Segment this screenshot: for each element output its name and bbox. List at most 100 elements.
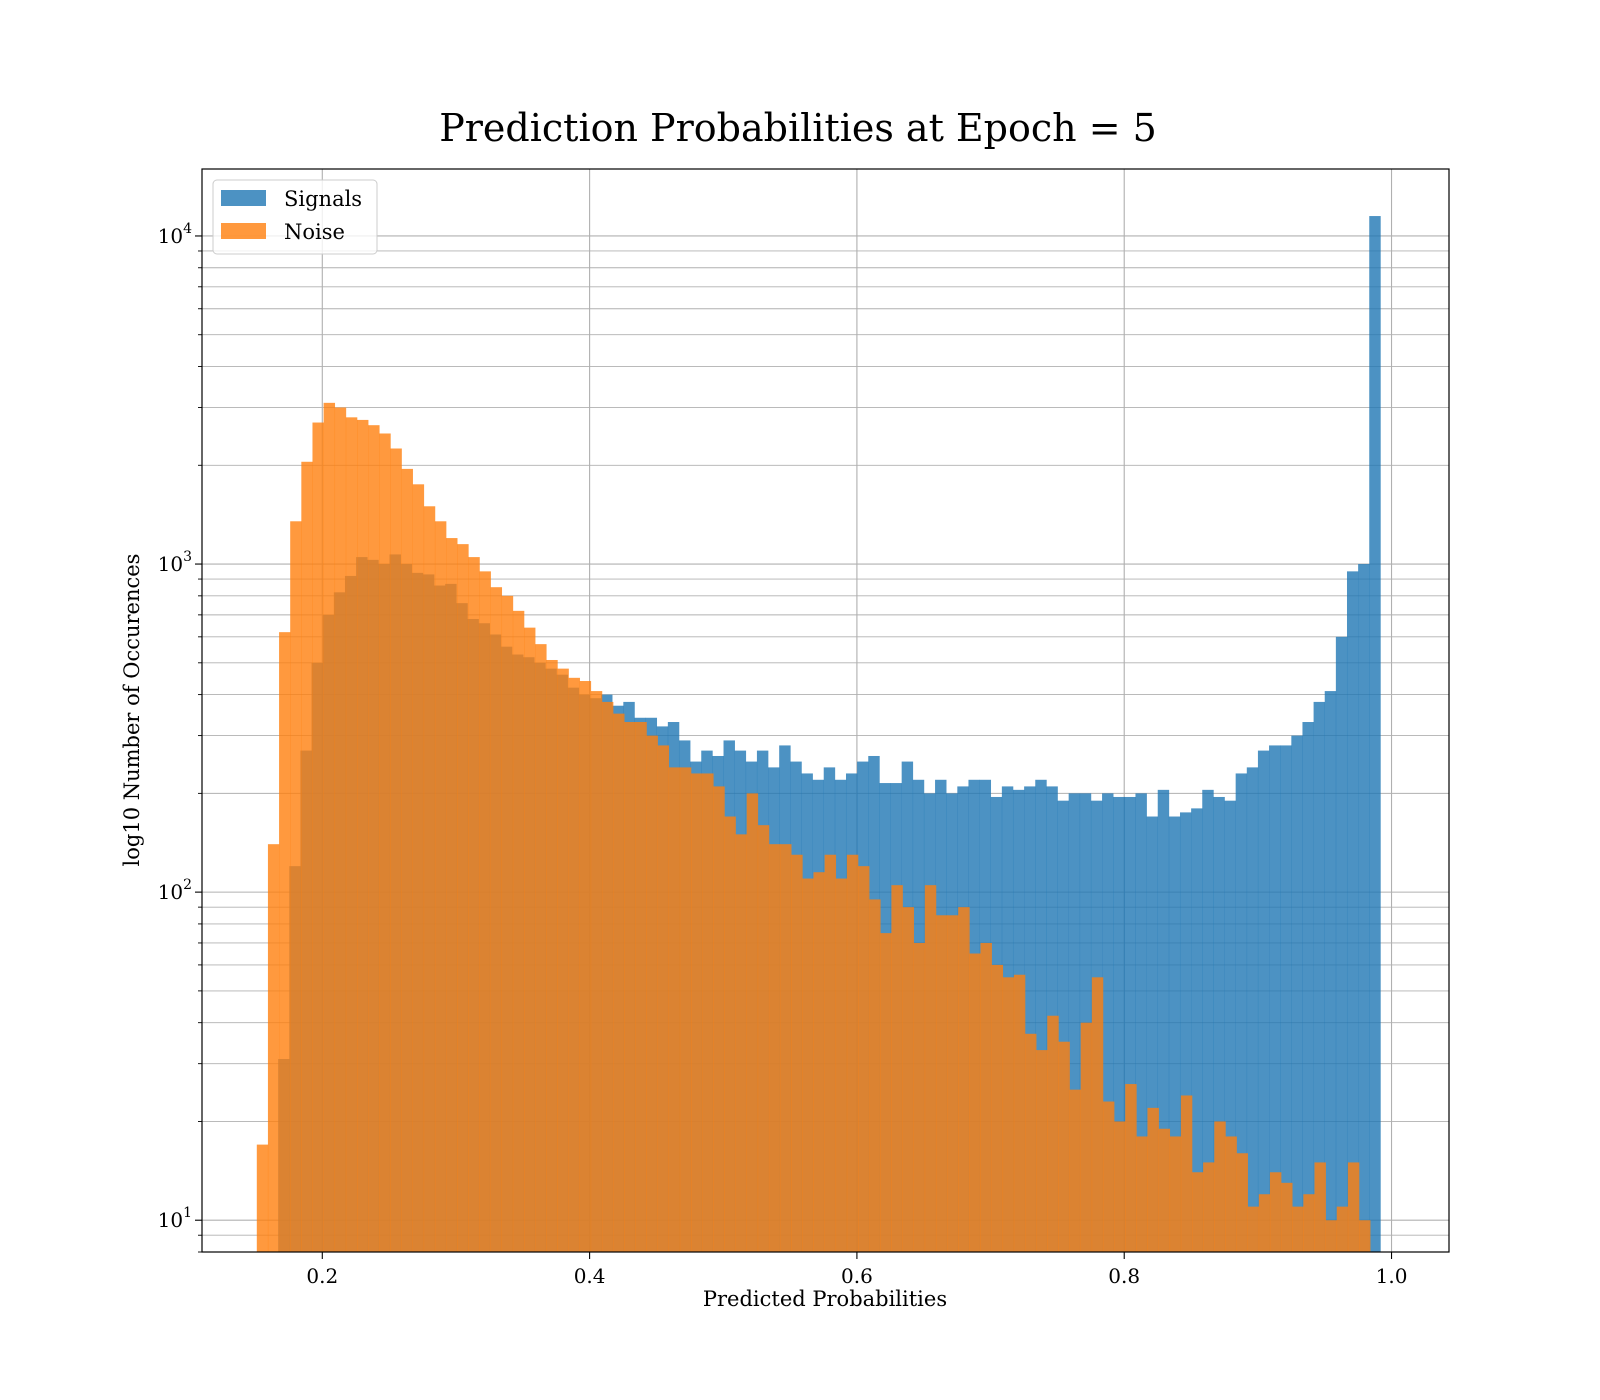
- noise-bar: [958, 907, 970, 1252]
- signals-bar: [1291, 735, 1303, 1252]
- noise-bar: [1325, 1220, 1338, 1252]
- noise-bar: [1069, 1089, 1081, 1252]
- noise-bar: [824, 854, 837, 1252]
- signals-bar: [1246, 767, 1259, 1252]
- chart-title: Prediction Probabilities at Epoch = 5: [439, 106, 1157, 150]
- noise-bar: [1002, 977, 1015, 1252]
- noise-bar: [590, 691, 603, 1252]
- signals-bar: [1213, 796, 1225, 1252]
- noise-bar: [1091, 977, 1104, 1252]
- noise-bar: [679, 767, 692, 1252]
- signals-bar: [1124, 796, 1136, 1252]
- signals-bar: [1068, 793, 1081, 1252]
- noise-bar: [368, 425, 380, 1252]
- signals-bar: [1224, 800, 1236, 1252]
- signals-bar: [1102, 793, 1114, 1252]
- noise-bar: [746, 793, 759, 1252]
- plot-frame: [201, 168, 1450, 1253]
- noise-bar: [312, 422, 324, 1252]
- noise-bar: [446, 538, 458, 1252]
- noise-bar: [635, 722, 647, 1252]
- noise-bar: [557, 668, 569, 1252]
- noise-bar: [891, 885, 903, 1252]
- y-tick-label: 103: [158, 549, 192, 576]
- noise-bar: [869, 899, 881, 1252]
- noise-bar: [1347, 1162, 1360, 1252]
- noise-bar: [390, 448, 402, 1252]
- noise-bar: [724, 816, 736, 1252]
- signals-bar: [1335, 636, 1348, 1252]
- legend-label-signals: Signals: [284, 187, 362, 211]
- noise-bar: [1036, 1050, 1048, 1252]
- signals-bar: [1235, 773, 1248, 1252]
- x-tick-label: 0.4: [574, 1264, 606, 1288]
- signals-bar: [1358, 564, 1370, 1252]
- noise-bar: [1114, 1121, 1126, 1252]
- noise-bar: [279, 632, 291, 1252]
- noise-bar: [969, 953, 981, 1252]
- noise-bar: [267, 844, 280, 1252]
- x-axis-label: Predicted Probabilities: [703, 1287, 947, 1311]
- noise-bar: [768, 844, 781, 1252]
- noise-bar: [702, 773, 714, 1252]
- noise-bar: [1180, 1095, 1193, 1252]
- plot-area: 0.2 0.4 0.6 0.8 1.0 101 102 103 104: [158, 168, 1450, 1288]
- noise-bar: [1025, 1033, 1037, 1252]
- signals-bar: [1157, 789, 1170, 1252]
- noise-bar: [568, 677, 580, 1252]
- x-tick-label: 0.2: [306, 1264, 338, 1288]
- signals-bar: [1113, 796, 1125, 1252]
- noise-bar: [1336, 1206, 1349, 1252]
- y-tick-label: 101: [158, 1205, 192, 1232]
- signals-bar: [1024, 786, 1036, 1252]
- signals-bar: [1146, 816, 1159, 1252]
- noise-bar: [991, 964, 1004, 1252]
- noise-bar: [947, 915, 959, 1252]
- noise-bar: [256, 1144, 269, 1252]
- noise-bar: [646, 735, 658, 1252]
- noise-bar: [412, 484, 425, 1252]
- signals-bar: [1191, 808, 1203, 1252]
- y-axis-ticks: 101 102 103 104: [158, 221, 202, 1253]
- noise-bar: [913, 942, 926, 1252]
- noise-bar: [1102, 1101, 1115, 1252]
- noise-bar: [1247, 1206, 1260, 1252]
- noise-bar: [657, 745, 670, 1252]
- signals-bar: [1269, 745, 1281, 1252]
- noise-bar: [401, 468, 413, 1252]
- noise-bar: [624, 722, 636, 1252]
- noise-bar: [757, 825, 770, 1252]
- signals-bar: [1280, 745, 1292, 1252]
- signals-bar: [1035, 779, 1047, 1252]
- noise-bar: [546, 659, 558, 1252]
- noise-bar: [290, 521, 302, 1252]
- x-axis-ticks: 0.2 0.4 0.6 0.8 1.0: [306, 1252, 1407, 1288]
- legend-swatch-signals: [221, 190, 266, 206]
- noise-bar: [1136, 1136, 1148, 1252]
- noise-bar: [301, 461, 313, 1252]
- noise-bar: [490, 587, 503, 1252]
- noise-bar: [1147, 1107, 1159, 1252]
- noise-bar: [1214, 1121, 1226, 1252]
- noise-bar: [780, 844, 792, 1252]
- noise-bar: [1269, 1172, 1282, 1252]
- noise-bar: [935, 915, 948, 1252]
- signals-bar: [1179, 812, 1192, 1252]
- legend[interactable]: Signals Noise: [212, 179, 378, 255]
- noise-bar: [1158, 1128, 1171, 1252]
- signals-bar: [1369, 216, 1381, 1252]
- noise-bar: [1314, 1162, 1326, 1252]
- noise-series: [256, 402, 1371, 1253]
- noise-bar: [791, 854, 803, 1252]
- noise-bar: [713, 786, 725, 1252]
- x-tick-label: 0.8: [1108, 1264, 1140, 1288]
- noise-bar: [858, 866, 870, 1252]
- noise-bar: [980, 942, 992, 1252]
- noise-bar: [880, 933, 892, 1252]
- y-tick-label: 102: [158, 877, 192, 904]
- noise-bar: [924, 885, 937, 1252]
- noise-bar: [813, 872, 825, 1252]
- y-tick-label: 104: [158, 221, 192, 248]
- signals-bar: [1302, 722, 1314, 1252]
